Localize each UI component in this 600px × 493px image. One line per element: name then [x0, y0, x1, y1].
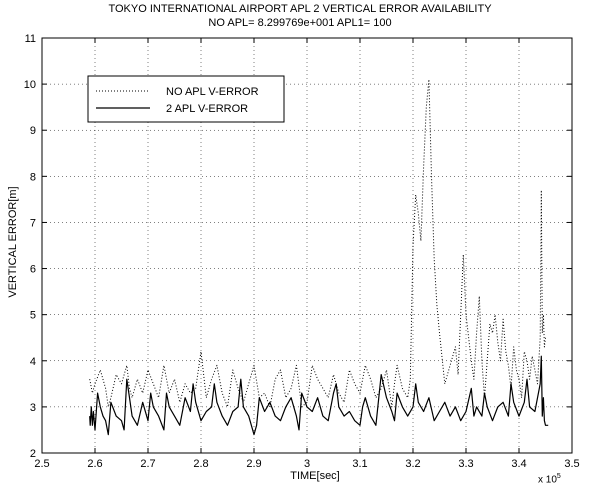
y-tick-label: 8 [30, 171, 36, 183]
x-tick-label: 2.5 [34, 458, 49, 470]
y-tick-label: 5 [30, 310, 36, 322]
x-axis-multiplier: x 105 [538, 473, 561, 486]
series-line-no-apl [89, 79, 546, 408]
legend-box [87, 75, 285, 123]
legend-label-2-apl: 2 APL V-ERROR [166, 103, 248, 115]
x-tick-label: 2.9 [246, 458, 261, 470]
y-tick-label: 10 [24, 79, 36, 91]
x-tick-label: 2.6 [87, 458, 102, 470]
x-tick-label: 3.4 [511, 458, 526, 470]
x-tick-label: 2.7 [140, 458, 155, 470]
y-tick-label: 7 [30, 217, 36, 229]
x-axis-label: TIME[sec] [290, 470, 340, 482]
chart-subtitle: NO APL= 8.299769e+001 APL1= 100 [208, 17, 392, 29]
y-axis-label: VERTICAL ERROR[m] [7, 186, 19, 298]
y-tick-label: 2 [30, 448, 36, 460]
x-tick-label: 3.1 [352, 458, 367, 470]
y-tick-label: 6 [30, 264, 36, 276]
y-tick-label: 4 [30, 356, 36, 368]
series-layer [89, 79, 549, 436]
x-tick-label: 3.3 [458, 458, 473, 470]
x-tick-label: 3 [304, 458, 310, 470]
y-tick-label: 3 [30, 402, 36, 414]
axis-ticks: 2.5 2.6 2.7 2.8 2.9 3 3.1 3.2 3.3 3.4 3.5 2 3 4 5 6 7 8 9 1… [24, 33, 580, 470]
y-tick-label: 11 [25, 33, 36, 45]
x-tick-label: 2.8 [193, 458, 208, 470]
legend: NO APL V-ERROR 2 APL V-ERROR [87, 75, 285, 123]
x-tick-label: 3.5 [564, 458, 579, 470]
x-tick-label: 3.2 [405, 458, 420, 470]
y-tick-label: 9 [30, 125, 36, 137]
legend-label-no-apl: NO APL V-ERROR [166, 86, 259, 98]
chart-title: TOKYO INTERNATIONAL AIRPORT APL 2 VERTIC… [108, 3, 492, 15]
series-line-2-apl [89, 355, 549, 436]
